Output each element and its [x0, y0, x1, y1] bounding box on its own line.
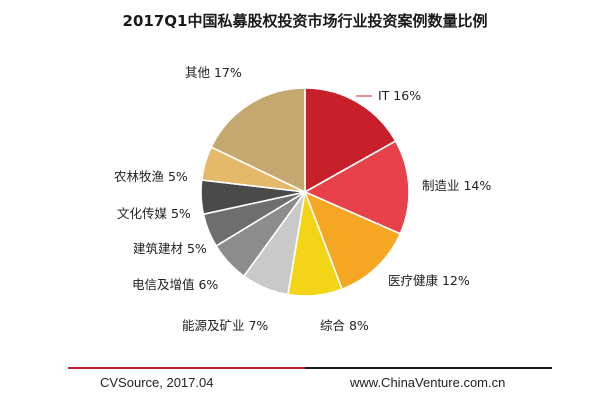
footer-divider-red — [68, 367, 305, 369]
slice-labels: IT 16% 制造业 14% 医疗健康 12% 综合 8% 能源及矿业 7% 电信及增值 … — [114, 65, 491, 333]
slice-label-9: 农林牧渔 5% — [114, 169, 188, 184]
slice-label-10: 其他 17% — [185, 65, 242, 80]
slice-label-4: 综合 8% — [320, 318, 369, 333]
pie-slices — [200, 87, 410, 297]
pie-slice-1 — [304, 87, 397, 194]
slice-label-2: 制造业 14% — [422, 178, 491, 193]
chart-title: 2017Q1中国私募股权投资市场行业投资案例数量比例 — [122, 12, 488, 30]
pie-slice-3 — [303, 190, 402, 291]
slice-label-6: 电信及增值 6% — [132, 277, 218, 292]
slice-label-1: IT 16% — [378, 88, 421, 103]
slice-label-3: 医疗健康 12% — [388, 273, 470, 288]
slice-label-5: 能源及矿业 7% — [182, 318, 268, 333]
slice-label-7: 建筑建材 5% — [133, 241, 207, 256]
pie-slice-10 — [210, 87, 306, 194]
pie-slice-2 — [303, 139, 410, 235]
footer-website: www.ChinaVenture.com.cn — [350, 375, 506, 390]
footer-divider-black — [305, 367, 552, 369]
footer-source: CVSource, 2017.04 — [100, 375, 214, 390]
slice-label-8: 文化传媒 5% — [117, 206, 191, 221]
